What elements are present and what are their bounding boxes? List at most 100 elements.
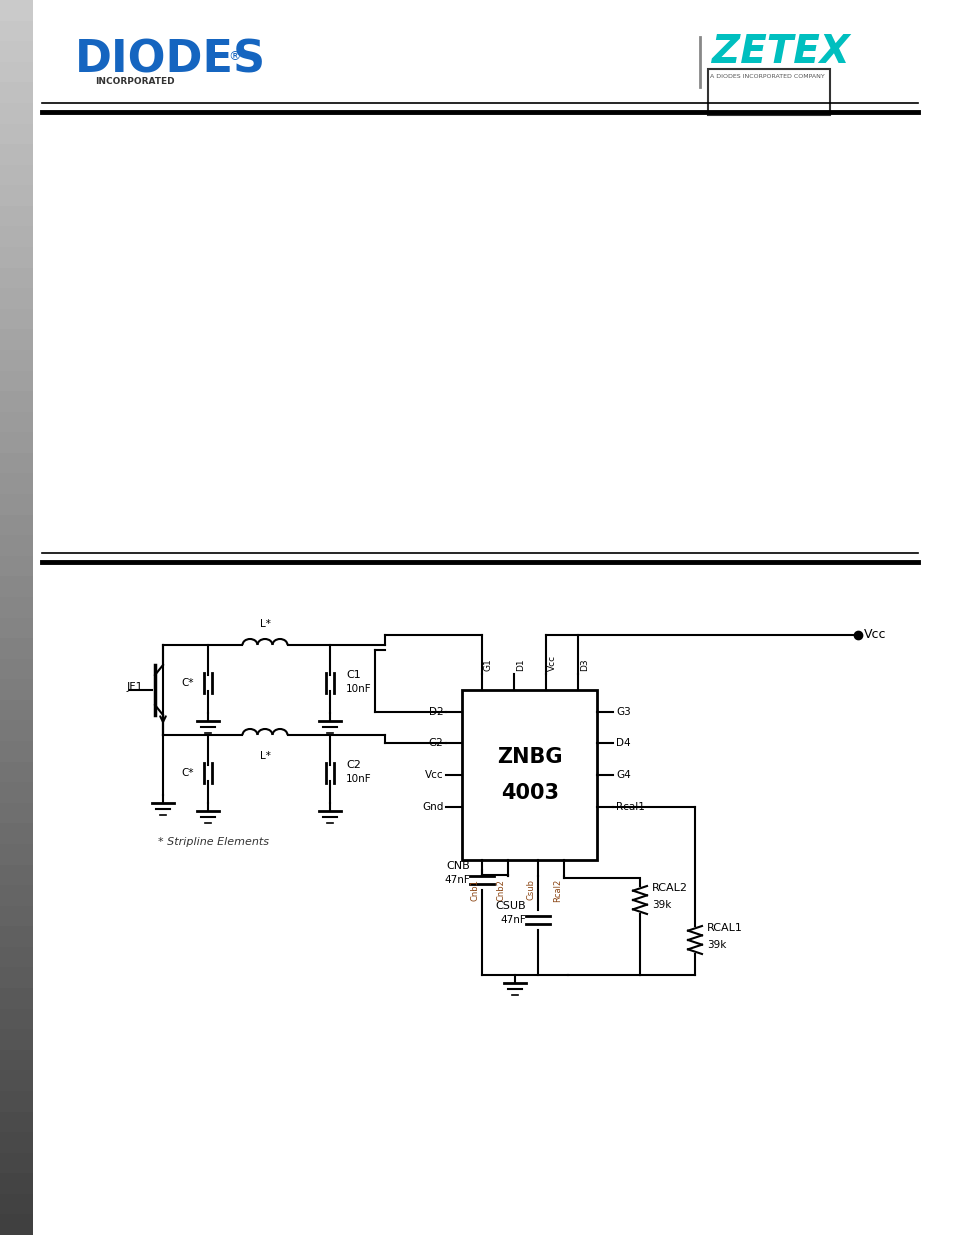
Bar bbox=[0, 1050, 33, 1071]
Text: D1: D1 bbox=[516, 658, 524, 671]
Text: ZNBG: ZNBG bbox=[497, 747, 562, 767]
Text: 39k: 39k bbox=[651, 900, 671, 910]
Bar bbox=[0, 103, 33, 124]
Bar bbox=[0, 411, 33, 432]
Text: G4: G4 bbox=[616, 769, 631, 781]
Bar bbox=[0, 144, 33, 164]
Bar bbox=[0, 720, 33, 741]
Text: ®: ® bbox=[228, 51, 240, 63]
Bar bbox=[0, 370, 33, 391]
Text: G2: G2 bbox=[428, 739, 443, 748]
Bar bbox=[0, 905, 33, 926]
Text: 47nF: 47nF bbox=[499, 915, 525, 925]
Bar bbox=[0, 824, 33, 844]
Text: Vcc: Vcc bbox=[863, 629, 885, 641]
Bar bbox=[0, 658, 33, 679]
Bar bbox=[0, 62, 33, 83]
Text: C*: C* bbox=[181, 678, 193, 688]
Text: L*: L* bbox=[259, 751, 270, 761]
Text: 39k: 39k bbox=[706, 940, 725, 950]
Bar bbox=[0, 350, 33, 370]
Bar bbox=[0, 1112, 33, 1132]
Text: C*: C* bbox=[181, 768, 193, 778]
Text: Rcal2: Rcal2 bbox=[553, 879, 561, 903]
Bar bbox=[0, 1009, 33, 1029]
Bar bbox=[0, 556, 33, 577]
Bar bbox=[0, 1152, 33, 1173]
Bar bbox=[0, 1173, 33, 1194]
Bar bbox=[0, 268, 33, 288]
Bar bbox=[0, 1132, 33, 1152]
Bar bbox=[0, 1214, 33, 1235]
Bar bbox=[0, 453, 33, 473]
Text: Rcal1: Rcal1 bbox=[616, 802, 644, 811]
Bar bbox=[0, 206, 33, 226]
Text: D4: D4 bbox=[616, 739, 631, 748]
Bar bbox=[0, 1091, 33, 1112]
Bar bbox=[0, 885, 33, 905]
Bar bbox=[462, 690, 597, 860]
Bar bbox=[0, 803, 33, 824]
Text: Cnb2: Cnb2 bbox=[497, 879, 505, 900]
Bar bbox=[0, 1029, 33, 1050]
Text: CNB: CNB bbox=[446, 861, 470, 871]
Bar bbox=[707, 69, 829, 115]
Text: RCAL2: RCAL2 bbox=[651, 883, 687, 893]
Text: Vcc: Vcc bbox=[424, 769, 443, 781]
Bar bbox=[0, 247, 33, 268]
Text: D3: D3 bbox=[579, 658, 588, 671]
Bar bbox=[0, 988, 33, 1009]
Text: Vcc: Vcc bbox=[547, 655, 557, 671]
Bar bbox=[0, 432, 33, 453]
Text: C2: C2 bbox=[346, 760, 360, 769]
Text: 10nF: 10nF bbox=[346, 774, 372, 784]
Text: 10nF: 10nF bbox=[346, 684, 372, 694]
Bar bbox=[0, 597, 33, 618]
Bar bbox=[0, 164, 33, 185]
Text: G3: G3 bbox=[616, 706, 631, 718]
Text: D2: D2 bbox=[429, 706, 443, 718]
Text: ZETEX: ZETEX bbox=[711, 33, 849, 70]
Bar bbox=[0, 288, 33, 309]
Bar bbox=[0, 494, 33, 515]
Text: C1: C1 bbox=[346, 671, 360, 680]
Bar bbox=[0, 741, 33, 762]
Bar bbox=[0, 535, 33, 556]
Bar bbox=[0, 124, 33, 144]
Text: DIODES: DIODES bbox=[75, 38, 266, 82]
Bar bbox=[0, 947, 33, 967]
Bar bbox=[0, 577, 33, 597]
Bar bbox=[0, 679, 33, 700]
Bar bbox=[0, 0, 33, 21]
Bar bbox=[0, 185, 33, 206]
Bar bbox=[0, 1194, 33, 1214]
Bar bbox=[0, 473, 33, 494]
Text: 47nF: 47nF bbox=[444, 876, 470, 885]
Bar bbox=[0, 1071, 33, 1091]
Bar bbox=[0, 700, 33, 720]
Bar bbox=[0, 515, 33, 535]
Text: Csub: Csub bbox=[526, 879, 536, 900]
Bar bbox=[0, 782, 33, 803]
Text: INCORPORATED: INCORPORATED bbox=[95, 77, 174, 85]
Text: 4003: 4003 bbox=[500, 783, 558, 803]
Bar bbox=[0, 41, 33, 62]
Bar bbox=[0, 330, 33, 350]
Text: CSUB: CSUB bbox=[495, 902, 525, 911]
Bar bbox=[0, 391, 33, 411]
Text: Gnd: Gnd bbox=[421, 802, 443, 811]
Bar bbox=[0, 864, 33, 885]
Bar bbox=[0, 967, 33, 988]
Text: JF1: JF1 bbox=[126, 682, 143, 692]
Text: * Stripline Elements: * Stripline Elements bbox=[158, 837, 269, 847]
Bar bbox=[0, 844, 33, 864]
Text: Cnb1: Cnb1 bbox=[471, 879, 479, 900]
Bar bbox=[0, 21, 33, 41]
Bar bbox=[0, 618, 33, 638]
Bar bbox=[0, 226, 33, 247]
Text: A DIODES INCORPORATED COMPANY: A DIODES INCORPORATED COMPANY bbox=[709, 74, 824, 79]
Text: RCAL1: RCAL1 bbox=[706, 923, 742, 932]
Bar bbox=[0, 309, 33, 330]
Bar bbox=[0, 926, 33, 947]
Text: L*: L* bbox=[259, 619, 270, 629]
